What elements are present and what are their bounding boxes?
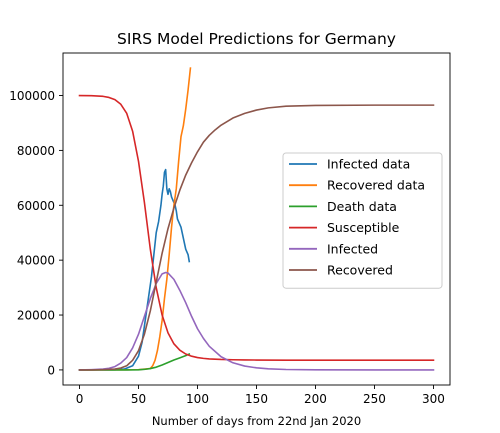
legend-label-death-data: Death data xyxy=(327,199,397,214)
x-tick-label: 300 xyxy=(422,392,445,406)
chart-title: SIRS Model Predictions for Germany xyxy=(117,30,396,48)
y-tick-label: 20000 xyxy=(17,309,55,323)
y-tick-label: 40000 xyxy=(17,254,55,268)
legend-label-infected: Infected xyxy=(327,241,378,256)
y-axis-ticks: 0 20000 40000 60000 80000 100000 xyxy=(9,89,63,377)
series-line-infected xyxy=(78,271,435,371)
legend: Infected data Recovered data Death data Sus… xyxy=(282,152,443,289)
x-tick-label: 250 xyxy=(363,392,386,406)
plot-series xyxy=(78,67,435,371)
y-tick-label: 80000 xyxy=(17,144,55,158)
y-tick-label: 100000 xyxy=(9,89,55,103)
legend-box xyxy=(282,152,443,289)
legend-label-susceptible: Susceptible xyxy=(327,220,400,235)
series-line-susceptible xyxy=(78,94,435,361)
x-tick-label: 0 xyxy=(76,392,84,406)
x-tick-label: 150 xyxy=(245,392,268,406)
series-line-death-data xyxy=(78,352,191,371)
series-line-infected-data xyxy=(78,168,191,371)
y-tick-label: 60000 xyxy=(17,199,55,213)
series-line-recovered xyxy=(78,104,435,371)
x-tick-label: 200 xyxy=(304,392,327,406)
x-axis-label: Number of days from 22nd Jan 2020 xyxy=(152,414,361,428)
legend-label-recovered: Recovered xyxy=(327,263,393,278)
x-axis-ticks: 0 50 100 150 200 250 300 xyxy=(76,385,445,406)
legend-label-infected-data: Infected data xyxy=(327,157,410,172)
x-tick-label: 100 xyxy=(186,392,209,406)
y-tick-label: 0 xyxy=(47,363,55,377)
series-line-recovered-data xyxy=(78,67,192,371)
legend-label-recovered-data: Recovered data xyxy=(327,178,425,193)
x-tick-label: 50 xyxy=(131,392,146,406)
